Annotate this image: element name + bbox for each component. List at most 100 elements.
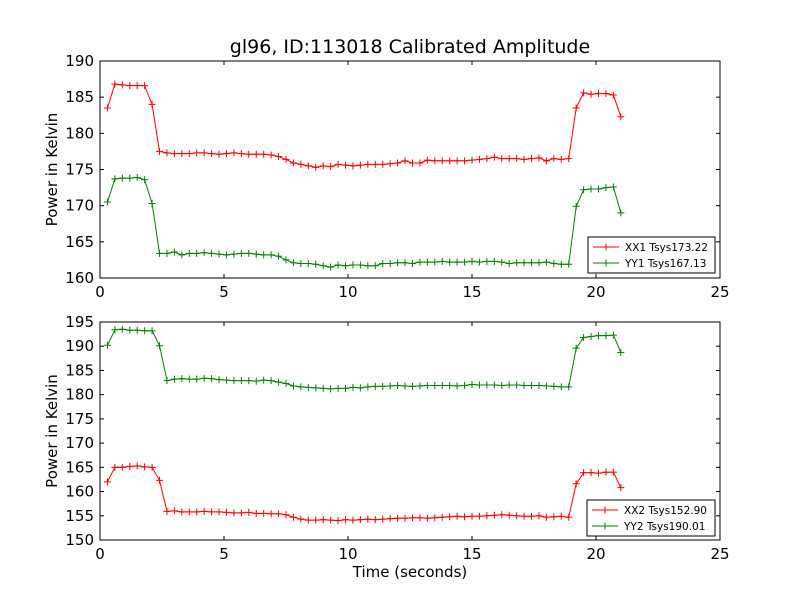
data-point — [126, 326, 134, 334]
data-point — [475, 381, 483, 389]
data-point — [185, 150, 193, 158]
data-point — [379, 515, 387, 523]
data-point — [461, 513, 469, 521]
data-point — [557, 155, 565, 163]
data-point — [423, 156, 431, 164]
data-point — [386, 160, 394, 168]
data-point — [602, 468, 610, 476]
data-point — [356, 161, 364, 169]
data-point — [141, 327, 149, 335]
data-point — [245, 249, 253, 257]
data-point — [505, 511, 513, 519]
data-point — [498, 155, 506, 163]
data-point — [483, 257, 491, 265]
data-point — [289, 259, 297, 267]
data-point — [289, 513, 297, 521]
data-point — [401, 514, 409, 522]
y-tick-label: 175 — [65, 410, 94, 428]
legend: XX2 Tsys152.90 YY2 Tsys190.01 — [586, 499, 716, 537]
data-point — [312, 260, 320, 268]
data-point — [222, 251, 230, 259]
data-point — [148, 100, 156, 108]
data-point — [319, 162, 327, 170]
data-point — [461, 258, 469, 266]
data-point — [282, 256, 290, 264]
data-point — [156, 147, 164, 155]
data-point — [193, 508, 201, 516]
data-point — [371, 382, 379, 390]
data-point — [513, 512, 521, 520]
x-tick-label: 15 — [462, 283, 481, 301]
data-point — [200, 374, 208, 382]
data-point — [550, 260, 558, 268]
y-tick-label: 170 — [65, 434, 94, 452]
data-point — [550, 155, 558, 163]
data-point — [178, 508, 186, 516]
data-point — [334, 261, 342, 269]
data-point — [200, 249, 208, 257]
data-point — [185, 508, 193, 516]
series-line — [106, 465, 622, 522]
x-tick-label: 15 — [462, 545, 481, 563]
data-point — [513, 155, 521, 163]
data-point — [386, 382, 394, 390]
x-axis-label: Time (seconds) — [352, 563, 468, 581]
data-point — [520, 259, 528, 267]
data-point — [156, 476, 164, 484]
data-point — [580, 186, 588, 194]
data-point — [408, 514, 416, 522]
x-tick-label: 0 — [95, 283, 105, 301]
data-point — [394, 159, 402, 167]
data-point — [364, 262, 372, 270]
data-point — [230, 509, 238, 517]
data-point — [572, 344, 580, 352]
data-point — [289, 159, 297, 167]
data-point — [342, 262, 350, 270]
data-point — [222, 376, 230, 384]
data-point — [416, 382, 424, 390]
data-point — [617, 209, 625, 217]
data-point — [475, 258, 483, 266]
data-point — [461, 381, 469, 389]
data-point — [275, 510, 283, 518]
x-tick-label: 20 — [586, 283, 605, 301]
data-point — [312, 384, 320, 392]
data-point — [475, 155, 483, 163]
data-point — [364, 515, 372, 523]
data-point — [327, 385, 335, 393]
data-point — [215, 250, 223, 258]
legend-entry: YY1 Tsys167.13 — [624, 258, 706, 270]
data-point — [505, 381, 513, 389]
legend-marker — [601, 506, 609, 514]
data-point — [401, 259, 409, 267]
data-point — [587, 333, 595, 341]
data-point — [185, 249, 193, 257]
data-point — [408, 260, 416, 268]
legend-marker — [602, 259, 610, 267]
data-point — [141, 82, 149, 90]
data-point — [342, 384, 350, 392]
data-point — [446, 258, 454, 266]
data-point — [609, 468, 617, 476]
data-point — [252, 377, 260, 385]
data-point — [267, 151, 275, 159]
data-point — [498, 258, 506, 266]
data-point — [386, 260, 394, 268]
data-point — [394, 514, 402, 522]
data-point — [572, 104, 580, 112]
data-point — [103, 478, 111, 486]
data-point — [126, 82, 134, 90]
data-point — [252, 509, 260, 517]
data-point — [208, 508, 216, 516]
data-point — [565, 513, 573, 521]
data-point — [260, 509, 268, 517]
data-point — [535, 259, 543, 267]
data-point — [580, 469, 588, 477]
data-point — [215, 508, 223, 516]
data-point — [163, 507, 171, 515]
data-point — [490, 153, 498, 161]
data-point — [312, 516, 320, 524]
data-point — [505, 155, 513, 163]
data-point — [208, 249, 216, 257]
data-point — [237, 150, 245, 158]
